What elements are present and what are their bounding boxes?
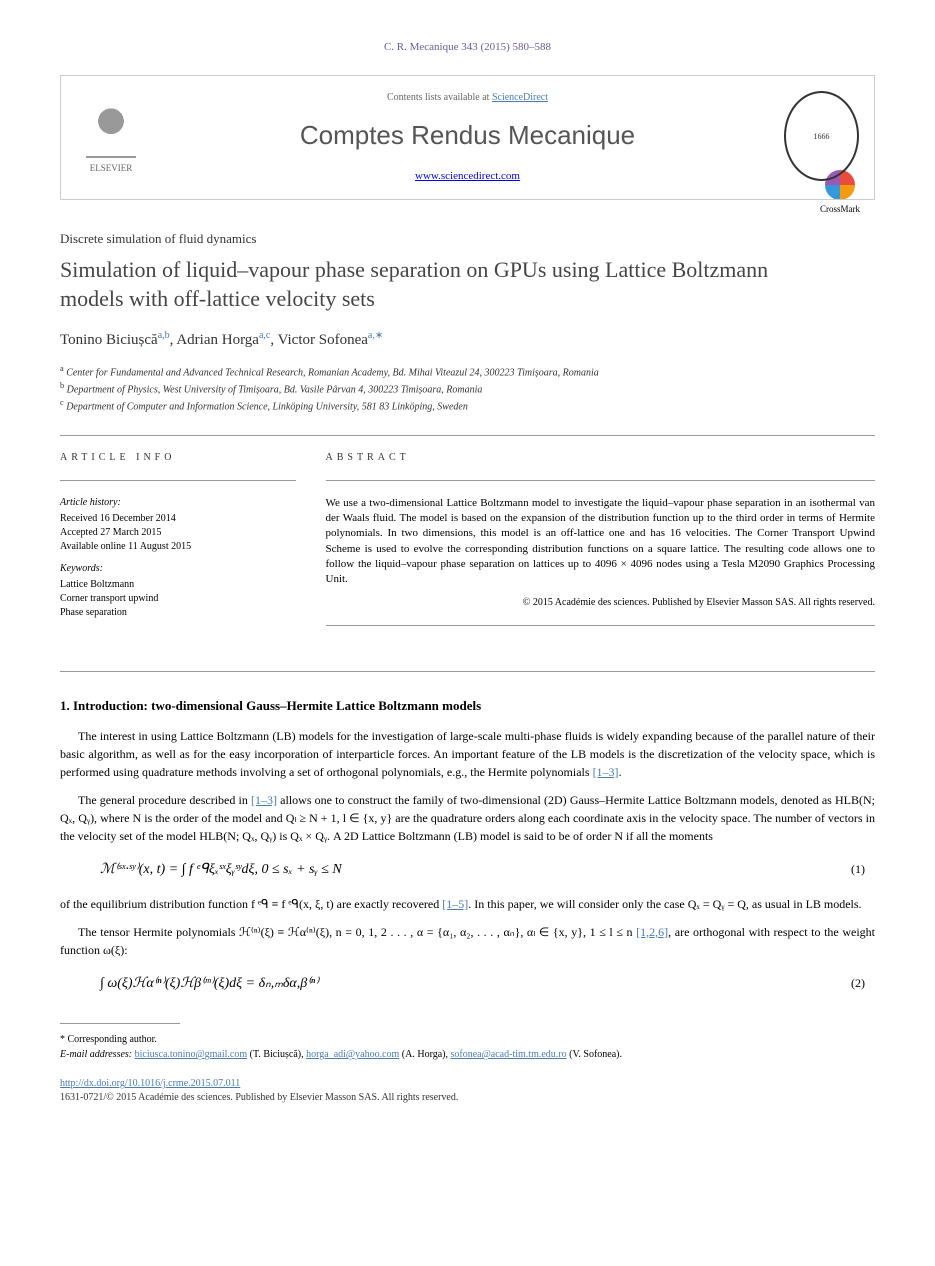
abstract-copyright: © 2015 Académie des sciences. Published … bbox=[326, 596, 876, 610]
keyword: Corner transport upwind bbox=[60, 592, 296, 606]
equation: ℳ⁽ˢˣ·ˢʸ⁾(x, t) = ∫ f ᵉᑫξₓˢˣξᵧˢʸdξ, 0 ≤ s… bbox=[100, 860, 851, 880]
contents-prefix: Contents lists available at bbox=[387, 92, 492, 103]
academie-logo-icon: 1666 bbox=[784, 91, 859, 181]
affiliations: a Center for Fundamental and Advanced Te… bbox=[60, 363, 875, 415]
affiliation: a Center for Fundamental and Advanced Te… bbox=[60, 363, 875, 380]
affiliation: c Department of Computer and Information… bbox=[60, 397, 875, 414]
equation-number: (1) bbox=[851, 861, 875, 878]
paragraph: The tensor Hermite polynomials ℋ⁽ⁿ⁾(ξ) ≡… bbox=[60, 923, 875, 959]
article-info-heading: ARTICLE INFO bbox=[60, 451, 296, 465]
online-date: Available online 11 August 2015 bbox=[60, 540, 296, 554]
email-link[interactable]: sofonea@acad-tim.tm.edu.ro bbox=[451, 1049, 567, 1060]
paragraph: The interest in using Lattice Boltzmann … bbox=[60, 727, 875, 781]
history-label: Article history: bbox=[60, 496, 296, 510]
sciencedirect-link[interactable]: ScienceDirect bbox=[492, 92, 548, 103]
equation-number: (2) bbox=[851, 975, 875, 992]
article-title: Simulation of liquid–vapour phase separa… bbox=[60, 256, 875, 313]
journal-title: Comptes Rendus Mecanique bbox=[161, 117, 774, 153]
footer-info: http://dx.doi.org/10.1016/j.crme.2015.07… bbox=[60, 1077, 875, 1105]
footnotes: * Corresponding author. E-mail addresses… bbox=[60, 1032, 875, 1062]
abstract-panel: ABSTRACT We use a two-dimensional Lattic… bbox=[326, 451, 876, 641]
citation-link[interactable]: [1–3] bbox=[251, 793, 277, 807]
doi-link[interactable]: http://dx.doi.org/10.1016/j.crme.2015.07… bbox=[60, 1078, 240, 1089]
citation-link[interactable]: [1–3] bbox=[593, 765, 619, 779]
corresponding-author-note: * Corresponding author. bbox=[60, 1032, 875, 1047]
equation-row: ∫ ω(ξ)ℋα⁽ⁿ⁾(ξ)ℋβ⁽ᵐ⁾(ξ)dξ = δₙ,ₘδα,β⁽ⁿ⁾ (… bbox=[60, 974, 875, 994]
divider bbox=[60, 435, 875, 436]
header-citation: C. R. Mecanique 343 (2015) 580–588 bbox=[60, 40, 875, 55]
footnote-separator bbox=[60, 1023, 180, 1024]
email-link[interactable]: horga_adi@yahoo.com bbox=[306, 1049, 399, 1060]
paragraph: The general procedure described in [1–3]… bbox=[60, 791, 875, 845]
journal-banner: ELSEVIER Contents lists available at Sci… bbox=[60, 75, 875, 200]
keyword: Phase separation bbox=[60, 606, 296, 620]
article-type: Discrete simulation of fluid dynamics bbox=[60, 230, 875, 248]
crossmark-label: CrossMark bbox=[820, 204, 860, 214]
author: Tonino Biciușcăa,b bbox=[60, 332, 170, 348]
received-date: Received 16 December 2014 bbox=[60, 512, 296, 526]
affiliation: b Department of Physics, West University… bbox=[60, 380, 875, 397]
equation: ∫ ω(ξ)ℋα⁽ⁿ⁾(ξ)ℋβ⁽ᵐ⁾(ξ)dξ = δₙ,ₘδα,β⁽ⁿ⁾ bbox=[100, 974, 851, 994]
abstract-heading: ABSTRACT bbox=[326, 451, 876, 465]
citation-link[interactable]: [1–5] bbox=[442, 897, 468, 911]
paragraph: of the equilibrium distribution function… bbox=[60, 895, 875, 913]
section-heading: 1. Introduction: two-dimensional Gauss–H… bbox=[60, 697, 875, 715]
abstract-text: We use a two-dimensional Lattice Boltzma… bbox=[326, 496, 876, 588]
divider bbox=[60, 671, 875, 672]
email-addresses-line: E-mail addresses: biciusca.tonino@gmail.… bbox=[60, 1047, 875, 1062]
author: Victor Sofoneaa,∗ bbox=[278, 332, 384, 348]
keywords-label: Keywords: bbox=[60, 562, 296, 576]
issn-copyright: 1631-0721/© 2015 Académie des sciences. … bbox=[60, 1091, 875, 1105]
authors-line: Tonino Biciușcăa,b, Adrian Horgaa,c, Vic… bbox=[60, 329, 875, 351]
author: Adrian Horgaa,c bbox=[176, 332, 270, 348]
elsevier-label: ELSEVIER bbox=[90, 162, 133, 175]
equation-row: ℳ⁽ˢˣ·ˢʸ⁾(x, t) = ∫ f ᵉᑫξₓˢˣξᵧˢʸdξ, 0 ≤ s… bbox=[60, 860, 875, 880]
journal-url-link[interactable]: www.sciencedirect.com bbox=[415, 170, 520, 182]
keyword: Lattice Boltzmann bbox=[60, 578, 296, 592]
elsevier-tree-icon bbox=[86, 98, 136, 158]
article-info-panel: ARTICLE INFO Article history: Received 1… bbox=[60, 451, 296, 641]
citation-link[interactable]: [1,2,6] bbox=[636, 925, 668, 939]
accepted-date: Accepted 27 March 2015 bbox=[60, 526, 296, 540]
contents-available-line: Contents lists available at ScienceDirec… bbox=[161, 91, 774, 105]
elsevier-logo: ELSEVIER bbox=[76, 91, 146, 181]
email-link[interactable]: biciusca.tonino@gmail.com bbox=[135, 1049, 248, 1060]
